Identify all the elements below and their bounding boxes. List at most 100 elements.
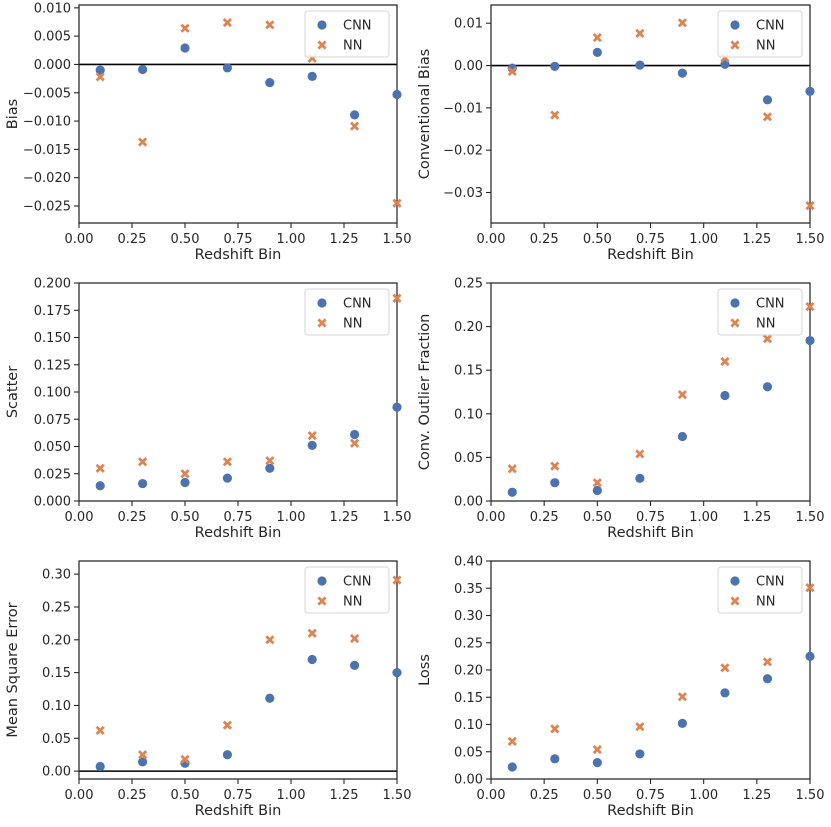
y-tick-label: 0.05: [454, 745, 483, 760]
data-point-cnn: [677, 718, 688, 729]
legend-label-nn: NN: [343, 595, 362, 610]
data-point-cnn: [307, 71, 317, 81]
chart-panel-loss: 0.00 0.05 0.10 0.15 0.20 0.25 0.30 0.35 0.40 0.00…: [417, 555, 824, 820]
y-tick-label: 0.00: [454, 59, 483, 74]
y-tick-label: 0.000: [34, 58, 71, 73]
legend-label-cnn: CNN: [343, 19, 372, 34]
data-point-cnn: [138, 64, 148, 75]
x-tick-label: 0.25: [530, 232, 559, 247]
y-tick-label: 0.150: [34, 331, 71, 346]
x-tick-label: 0.25: [118, 510, 147, 525]
y-tick-label: −0.010: [23, 115, 71, 130]
data-point-cnn: [222, 473, 232, 483]
y-axis-label: Mean Square Error: [5, 602, 21, 737]
data-point-nn: [720, 663, 730, 673]
legend: CNN NN: [717, 10, 803, 58]
series-cnn: [507, 335, 815, 497]
data-point-nn: [720, 356, 730, 367]
y-axis-label: Loss: [417, 654, 433, 686]
legend-box: [717, 288, 803, 336]
data-point-nn: [350, 121, 360, 131]
y-tick-label: 0.050: [34, 440, 71, 455]
legend-label-cnn: CNN: [756, 575, 785, 590]
data-point-nn: [677, 390, 687, 400]
data-point-nn: [805, 301, 815, 312]
x-axis-label: Redshift Bin: [607, 247, 694, 263]
y-tick-label: 0.075: [34, 413, 71, 428]
data-point-nn: [265, 20, 275, 30]
y-tick-label: −0.015: [23, 143, 71, 158]
legend-marker-nn: [730, 596, 740, 606]
x-tick-label: 1.50: [383, 788, 412, 803]
data-point-cnn: [592, 47, 602, 58]
x-tick-label: 1.00: [277, 232, 306, 247]
data-point-nn: [307, 628, 317, 638]
legend-label-cnn: CNN: [756, 19, 785, 34]
y-tick-label: 0.20: [454, 664, 483, 679]
y-tick-label: 0.20: [454, 320, 483, 335]
chart-panel-conventional-bias: −0.03 −0.02 −0.01 0.00 0.01 0.00 0.25 0.50 0.75 1…: [417, 4, 824, 263]
y-tick-label: 0.35: [454, 582, 483, 597]
y-axis-label: Bias: [5, 99, 21, 129]
series-cnn: [507, 651, 815, 772]
chart-panel-conv-outlier-fraction: 0.00 0.05 0.10 0.15 0.20 0.25 0.00 0.25 0.50 0.75…: [417, 277, 824, 542]
y-tick-label: 0.25: [454, 636, 483, 651]
data-point-cnn: [507, 762, 517, 772]
y-tick-label: 0.15: [42, 666, 71, 681]
x-tick-label: 0.00: [477, 510, 506, 525]
series-nn: [507, 583, 815, 755]
data-point-cnn: [222, 750, 232, 760]
data-point-cnn: [592, 485, 602, 496]
data-point-nn: [95, 725, 105, 735]
data-point-nn: [392, 575, 402, 585]
legend-label-cnn: CNN: [343, 575, 372, 590]
data-point-nn: [138, 137, 148, 147]
data-point-cnn: [307, 440, 317, 451]
data-point-nn: [550, 724, 560, 734]
x-tick-label: 1.00: [689, 788, 718, 803]
chart-panel-scatter: 0.000 0.025 0.050 0.075 0.100 0.125 0.150 0.175…: [5, 277, 411, 542]
y-tick-label: 0.20: [42, 633, 71, 648]
legend-label-nn: NN: [343, 39, 362, 54]
x-tick-label: 0.75: [224, 788, 253, 803]
data-point-cnn: [350, 429, 360, 440]
data-point-cnn: [592, 758, 602, 768]
data-point-nn: [222, 720, 232, 730]
data-point-nn: [392, 293, 402, 303]
legend-label-nn: NN: [343, 317, 362, 332]
legend-marker-nn: [730, 318, 740, 328]
x-tick-label: 1.25: [742, 232, 771, 247]
data-point-nn: [180, 754, 190, 764]
legend-marker-cnn: [317, 20, 327, 30]
series-nn: [95, 575, 402, 764]
data-point-cnn: [635, 60, 645, 70]
x-tick-label: 1.00: [689, 510, 718, 525]
y-tick-label: 0.00: [454, 495, 483, 510]
data-point-cnn: [805, 86, 815, 96]
x-tick-label: 0.25: [530, 510, 559, 525]
legend-marker-cnn: [730, 576, 740, 586]
legend-label-nn: NN: [756, 317, 775, 332]
x-tick-label: 1.00: [689, 232, 718, 247]
data-point-cnn: [720, 688, 730, 698]
legend-marker-cnn: [317, 576, 327, 586]
x-tick-label: 0.50: [583, 510, 612, 525]
data-point-cnn: [265, 693, 275, 703]
y-tick-label: 0.01: [454, 17, 483, 32]
data-point-nn: [350, 438, 360, 448]
legend-label-cnn: CNN: [756, 297, 785, 312]
series-cnn: [95, 654, 402, 772]
data-point-cnn: [635, 749, 645, 759]
data-point-cnn: [180, 43, 190, 53]
x-tick-label: 0.50: [171, 232, 200, 247]
series-nn: [507, 18, 815, 211]
x-tick-label: 0.75: [636, 232, 665, 247]
data-point-cnn: [720, 390, 730, 401]
x-tick-label: 0.00: [65, 510, 94, 525]
data-point-cnn: [95, 761, 105, 772]
y-tick-label: 0.175: [34, 304, 71, 319]
y-tick-label: 0.125: [34, 358, 71, 373]
x-tick-label: 1.25: [742, 510, 771, 525]
chart-panel-mean-square-error: 0.00 0.05 0.10 0.15 0.20 0.25 0.30 0.00 0.25 0.50…: [5, 560, 412, 819]
